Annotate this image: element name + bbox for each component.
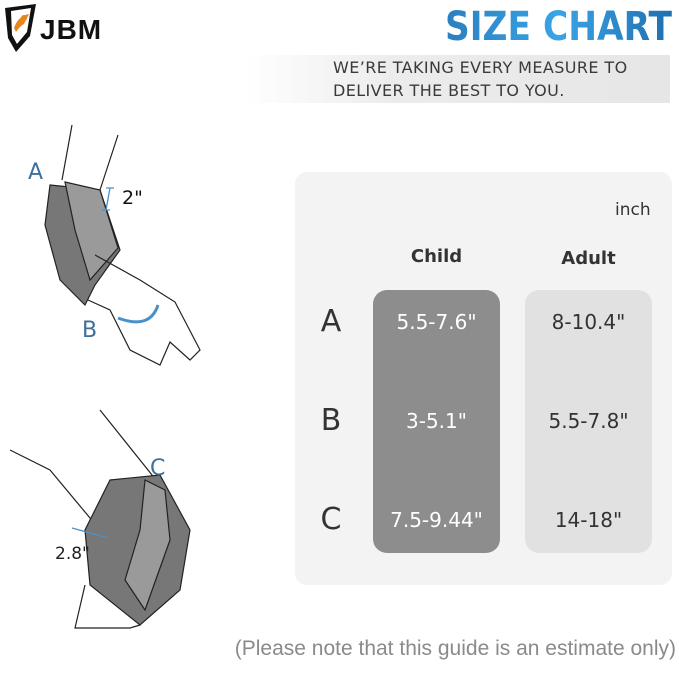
page-title: SIZE CHART [444, 4, 672, 50]
label-c: C [150, 456, 166, 481]
knee-brace-drawing [9, 409, 191, 629]
elbow-brace-drawing [44, 124, 201, 366]
row-label-c: C [320, 502, 342, 537]
child-value-a: 5.5-7.6" [396, 310, 477, 334]
estimate-note: (Please note that this guide is an estim… [234, 637, 676, 660]
column-header-adult: Adult [561, 248, 616, 269]
tagline-line-2: DELIVER THE BEST TO YOU. [333, 81, 565, 100]
label-a: A [28, 160, 44, 185]
child-value-b: 3-5.1" [406, 409, 467, 433]
unit-label: inch [615, 200, 651, 220]
adult-value-a: 8-10.4" [551, 310, 626, 334]
adult-column [525, 290, 652, 553]
label-b: B [82, 318, 98, 343]
adult-value-b: 5.5-7.8" [548, 409, 629, 433]
tagline-line-1: WE’RE TAKING EVERY MEASURE TO [333, 58, 628, 77]
row-label-b: B [320, 403, 342, 438]
column-header-child: Child [410, 246, 463, 267]
adult-value-c: 14-18" [554, 508, 623, 532]
measure-a-bracket [102, 187, 114, 211]
row-label-a: A [320, 304, 342, 339]
measure-c-bracket [71, 527, 109, 539]
strap-width-knee: 2.8" [55, 544, 90, 564]
strap-width-elbow: 2" [122, 187, 143, 209]
tagline-banner: WE’RE TAKING EVERY MEASURE TO DELIVER TH… [245, 55, 670, 103]
child-value-c: 7.5-9.44" [390, 508, 483, 532]
logo-text: JBM [40, 14, 103, 45]
measure-b-ring [117, 304, 160, 324]
brace-illustration [9, 124, 201, 629]
child-column [373, 290, 500, 553]
jbm-logo [5, 4, 36, 52]
